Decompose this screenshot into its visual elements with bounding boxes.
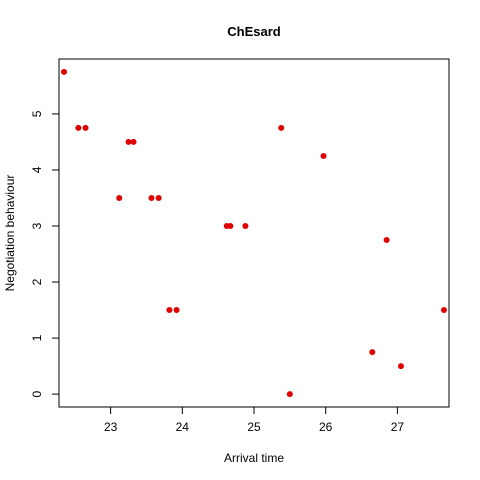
data-point <box>116 194 123 201</box>
y-tick-label: 0 <box>30 390 44 397</box>
x-tick-label: 25 <box>247 420 261 434</box>
data-point <box>383 237 390 244</box>
data-point <box>61 68 68 75</box>
data-point <box>286 391 293 398</box>
x-tick-label: 26 <box>319 420 333 434</box>
data-points <box>61 68 447 398</box>
data-point <box>369 349 376 356</box>
y-tick-label: 1 <box>30 334 44 341</box>
data-point <box>440 307 447 314</box>
chart-title: ChEsard <box>227 24 281 39</box>
data-point <box>242 222 249 229</box>
y-tick-label: 4 <box>30 166 44 173</box>
y-tick-label: 2 <box>30 278 44 285</box>
y-axis-label: Negotiation behaviour <box>3 175 17 292</box>
data-point <box>82 124 89 131</box>
y-axis: 0 1 2 3 4 5 <box>30 110 60 397</box>
x-axis-label: Arrival time <box>224 451 284 465</box>
x-tick-label: 23 <box>104 420 118 434</box>
data-point <box>166 307 173 314</box>
data-point <box>155 194 162 201</box>
data-point <box>173 307 180 314</box>
data-point <box>278 124 285 131</box>
x-tick-label: 27 <box>391 420 405 434</box>
data-point <box>397 363 404 370</box>
x-tick-label: 24 <box>176 420 190 434</box>
data-point <box>227 222 234 229</box>
data-point <box>130 138 137 145</box>
data-point <box>320 152 327 159</box>
data-point <box>75 124 82 131</box>
data-point <box>148 194 155 201</box>
y-tick-label: 3 <box>30 222 44 229</box>
y-tick-label: 5 <box>30 110 44 117</box>
x-axis: 23 24 25 26 27 <box>104 406 405 434</box>
data-point <box>125 138 132 145</box>
